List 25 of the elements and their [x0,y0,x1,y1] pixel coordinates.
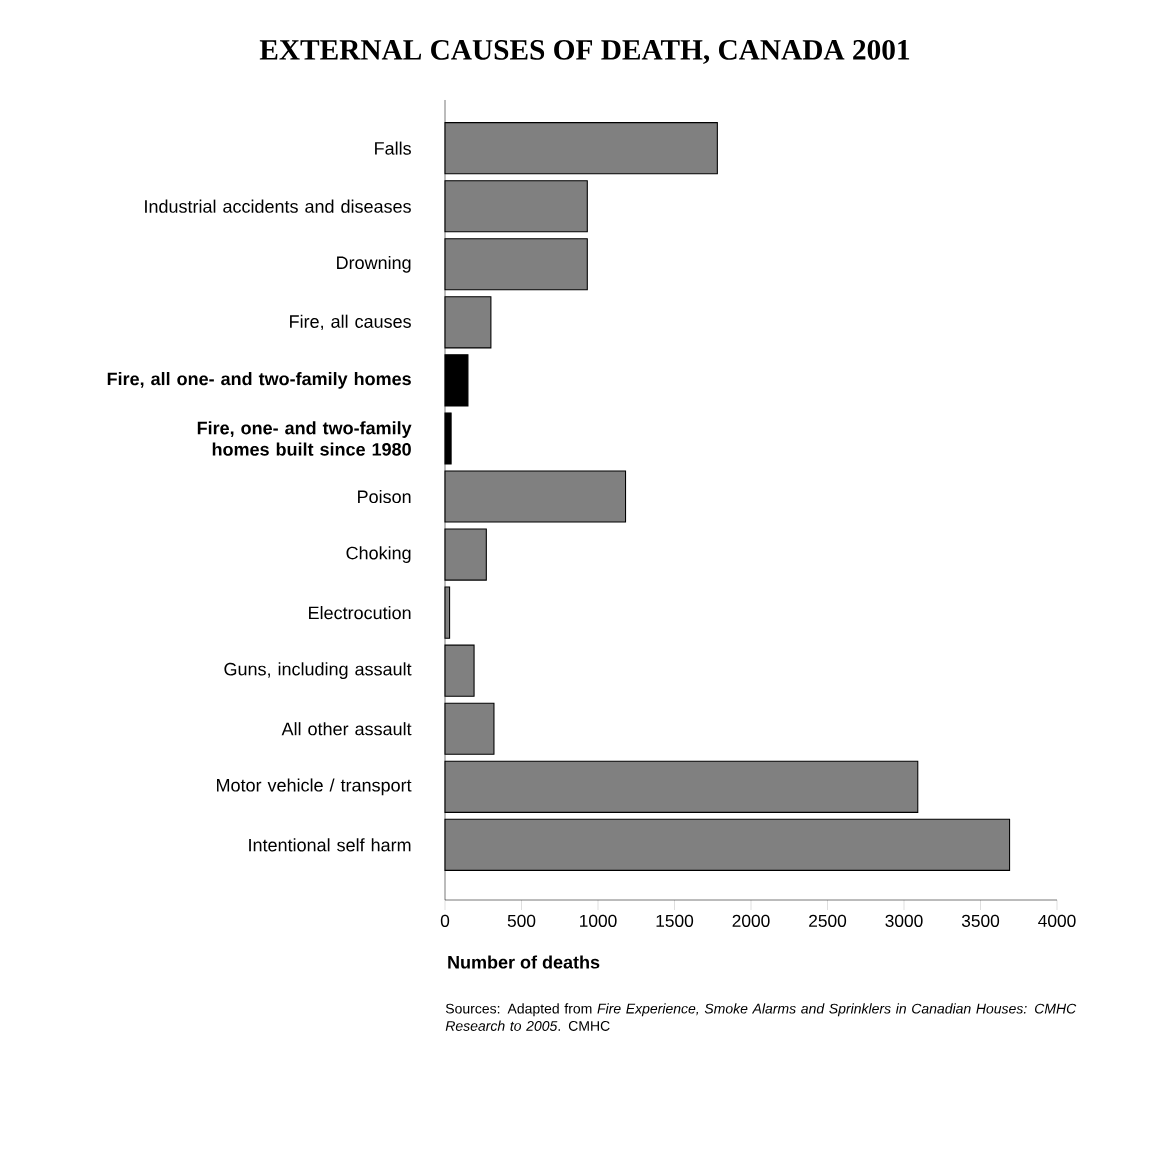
y-tick-label: Intentional self harm [249,838,411,852]
y-tick-label: Fire, one- and two-family homes built since 1980 [197,421,412,456]
y-tick-label: All other assault [281,722,412,736]
x-tick-label: 1500 [656,914,694,927]
y-tick-label: Falls [375,141,411,155]
text: Sources: Adapted from Fire Experience, Smoke Alarms and Sprinklers in Canadian Houses: CMHC Research to 2005. CMHC [445,1003,1077,1031]
x-tick-label: 4000 [1038,914,1076,927]
y-tick-label: Motor vehicle / transport [217,778,412,796]
x-tick-label: 3000 [885,914,923,927]
x-axis-title: Number of deaths [448,955,600,969]
y-tick-label: Electrocution [309,606,411,620]
y-tick-label: Drowning [337,255,411,273]
y-tick-label: Poison [358,489,411,504]
x-tick-label: 0 [440,914,450,927]
y-tick-label: Fire, all one- and two-family homes [107,372,411,389]
y-tick-label: Industrial accidents and diseases [145,199,411,213]
x-tick-label: 3500 [961,914,1000,927]
x-tick-label: 500 [507,914,536,927]
y-tick-label: Fire, all causes [290,314,411,331]
x-tick-label: 2000 [732,914,770,927]
chart-title: EXTERNAL CAUSES OF DEATH, CANADA 2001 [259,39,910,65]
x-tick-label: 2500 [809,914,847,927]
y-tick-label: Choking [346,546,411,563]
x-tick-label: 1000 [580,914,617,927]
y-tick-label: Guns, including assault [224,662,412,680]
